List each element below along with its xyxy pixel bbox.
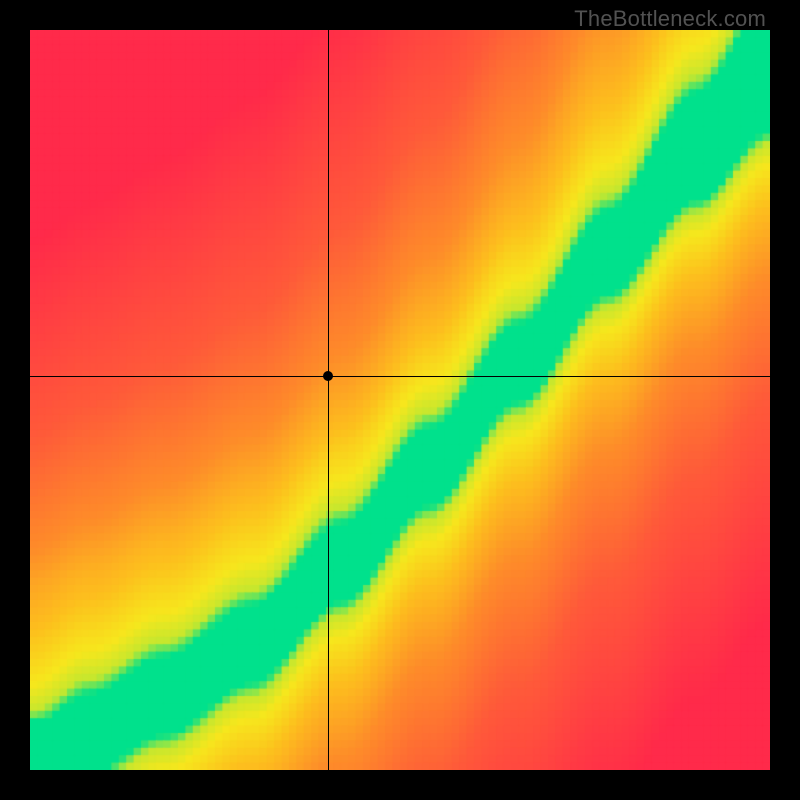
watermark-text: TheBottleneck.com [574, 6, 766, 32]
crosshair-vertical [328, 30, 329, 770]
crosshair-point [323, 371, 333, 381]
crosshair-horizontal [30, 376, 770, 377]
chart-frame [30, 30, 770, 770]
bottleneck-heatmap [30, 30, 770, 770]
